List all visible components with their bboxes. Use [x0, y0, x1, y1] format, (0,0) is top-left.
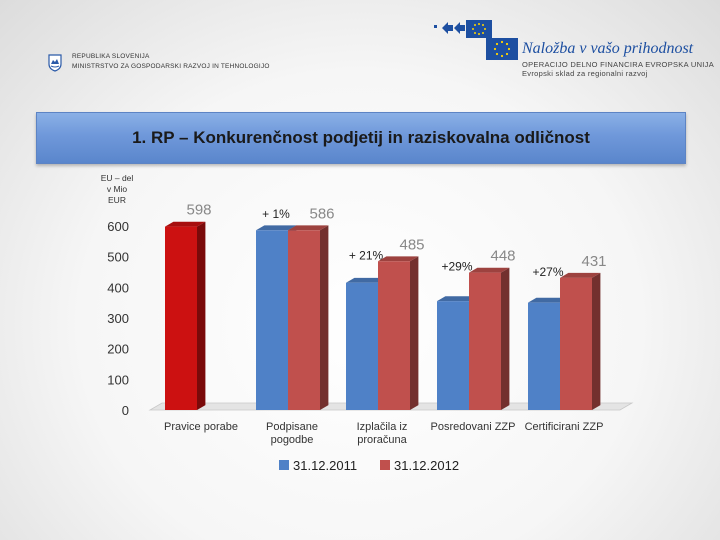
category-label: Certificirani ZZP: [525, 421, 604, 433]
y-tick-label: 0: [122, 403, 129, 418]
category-label: Pravice porabe: [164, 421, 238, 433]
bar-2012-top: [288, 225, 329, 231]
y-tick-label: 300: [107, 311, 129, 326]
bar-2011-top: [346, 277, 387, 283]
page-title: 1. RP – Konkurenčnost podjetij in razisk…: [132, 128, 590, 147]
bar-2012-top: [378, 256, 419, 262]
y-tick-label: 500: [107, 250, 129, 265]
category-label: pogodbe: [271, 434, 314, 446]
unit-label: EU – del v Mio EUR: [92, 173, 142, 206]
bar-2012: [469, 272, 501, 410]
data-label: 431: [581, 253, 606, 270]
growth-label: +27%: [532, 265, 563, 279]
bar-2012: [378, 261, 410, 410]
category-label: Podpisane: [266, 421, 318, 433]
bar-2012-top: [469, 267, 510, 273]
category-label: Posredovani ZZP: [431, 421, 516, 433]
bar-2011-top: [437, 296, 478, 302]
unit-label-line-3: EUR: [108, 195, 126, 205]
bar-2012: [288, 230, 320, 410]
org-line-2: MINISTRSTVO ZA GOSPODARSKI RAZVOJ IN TEH…: [72, 63, 270, 70]
growth-label: + 21%: [349, 248, 384, 262]
eu-funding-line: OPERACIJO DELNO FINANCIRA EVROPSKA UNIJA: [522, 60, 715, 69]
legend-label: 31.12.2011: [293, 458, 357, 473]
bar-2012-side: [410, 256, 419, 410]
growth-label: +29%: [441, 260, 472, 274]
bar-2011: [346, 282, 378, 410]
title-bar: 1. RP – Konkurenčnost podjetij in razisk…: [36, 112, 686, 164]
unit-label-line-1: EU – del: [100, 173, 134, 183]
ministry-header: REPUBLIKA SLOVENIJA MINISTRSTVO ZA GOSPO…: [48, 52, 270, 72]
y-tick-label: 200: [107, 342, 129, 357]
category-label: proračuna: [357, 434, 407, 446]
bar-2011-top: [256, 225, 297, 231]
bar-pravice-porabe-side: [197, 221, 206, 410]
coat-of-arms-icon: [48, 54, 62, 72]
unit-label-line-2: v Mio: [106, 184, 128, 194]
bar-pravice-porabe-top: [165, 221, 206, 227]
eu-logo-icon: [434, 20, 518, 60]
bar-2012-side: [501, 267, 510, 410]
legend-label: 31.12.2012: [394, 458, 459, 473]
bar-2011: [528, 302, 560, 410]
bar-pravice-porabe: [165, 226, 197, 410]
category-label: Izplačila iz: [357, 421, 408, 433]
eu-fund-name: Evropski sklad za regionalni razvoj: [522, 69, 648, 78]
eu-slogan: Naložba v vašo prihodnost: [522, 40, 694, 57]
bar-2012-side: [320, 225, 329, 410]
data-label: 586: [309, 205, 334, 222]
org-line-1: REPUBLIKA SLOVENIJA: [72, 53, 150, 60]
bar-2011: [437, 301, 469, 410]
bar-2011-top: [528, 297, 569, 303]
bar-2011: [256, 230, 288, 410]
bar-2012-top: [560, 272, 601, 278]
data-label: 448: [490, 248, 515, 265]
bar-2012: [560, 277, 592, 410]
legend-swatch-31.12.2012: [380, 460, 390, 470]
y-tick-label: 400: [107, 280, 129, 295]
y-tick-label: 600: [107, 219, 129, 234]
bar-2012-side: [592, 272, 601, 410]
legend-swatch-31.12.2011: [279, 460, 289, 470]
growth-label: + 1%: [262, 207, 290, 221]
y-tick-label: 100: [107, 372, 129, 387]
data-label: 598: [186, 202, 211, 219]
data-label: 485: [399, 236, 424, 253]
